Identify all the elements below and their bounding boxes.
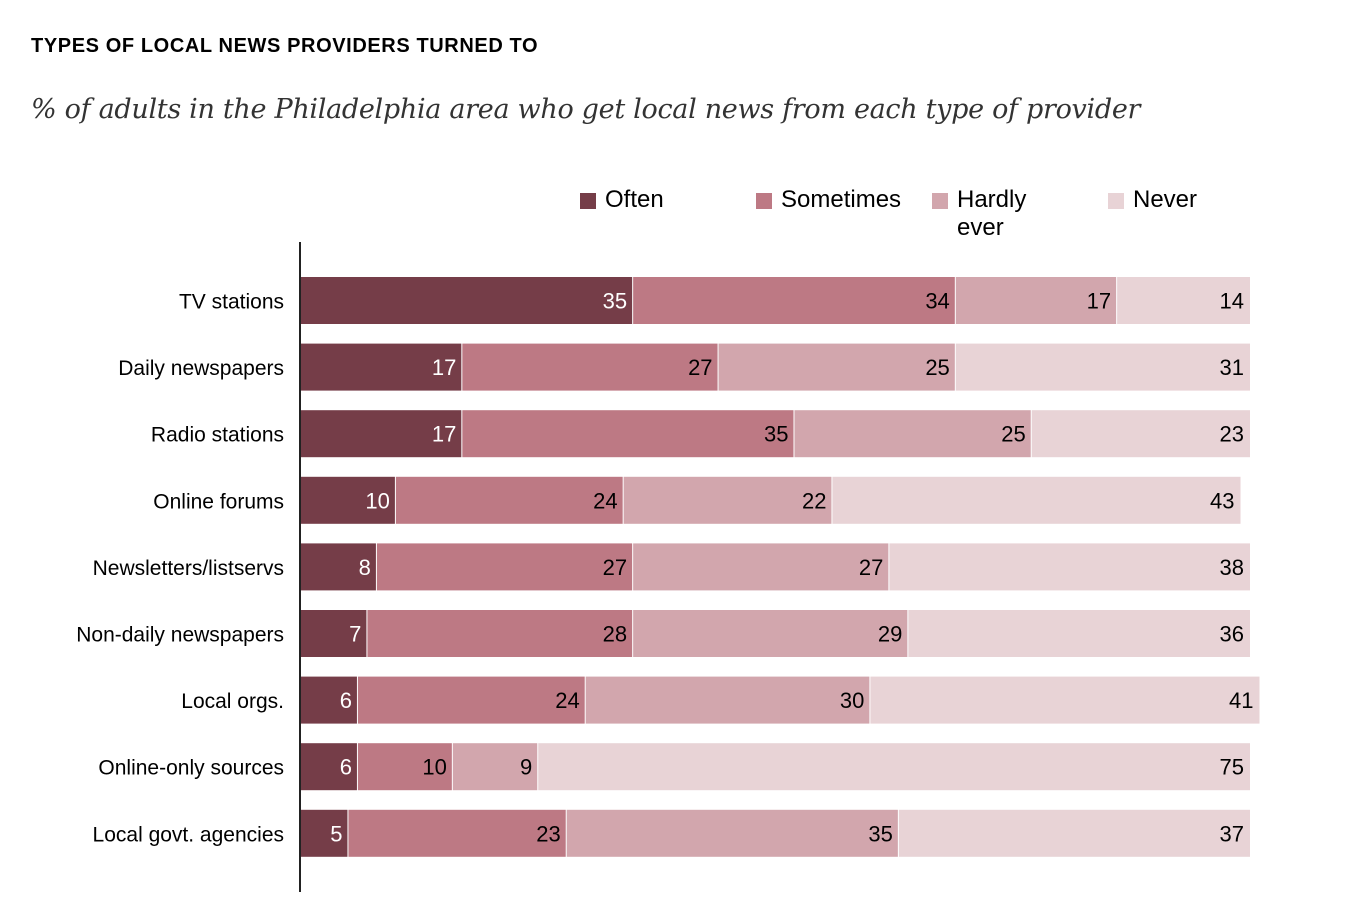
bar-online-only-sources-never bbox=[538, 743, 1250, 791]
legend-swatch-hardly-ever bbox=[932, 193, 948, 209]
bar-newsletters-listservs-never bbox=[889, 543, 1250, 591]
value-label-online-only-sources-hardly-ever: 9 bbox=[520, 755, 532, 780]
bar-local-govt-agencies-never bbox=[898, 809, 1250, 857]
bar-radio-stations-never bbox=[1031, 410, 1250, 458]
value-label-newsletters-listservs-hardly-ever: 27 bbox=[859, 555, 883, 580]
legend-swatch-never bbox=[1108, 193, 1124, 209]
value-label-local-orgs-never: 41 bbox=[1229, 688, 1253, 713]
value-label-local-orgs-hardly-ever: 30 bbox=[840, 688, 864, 713]
value-label-non-daily-newspapers-often: 7 bbox=[349, 622, 361, 647]
value-label-online-only-sources-never: 75 bbox=[1220, 755, 1244, 780]
value-label-online-forums-hardly-ever: 22 bbox=[802, 488, 826, 513]
category-label-online-forums: Online forums bbox=[153, 490, 284, 513]
bar-local-orgs-sometimes bbox=[357, 676, 585, 724]
value-label-tv-stations-hardly-ever: 17 bbox=[1087, 289, 1111, 314]
category-label-online-only-sources: Online-only sources bbox=[98, 757, 284, 780]
bar-newsletters-listservs-sometimes bbox=[376, 543, 633, 591]
bar-online-forums-sometimes bbox=[395, 476, 623, 524]
value-label-radio-stations-hardly-ever: 25 bbox=[1001, 422, 1025, 447]
bar-online-forums-never bbox=[832, 476, 1241, 524]
value-label-daily-newspapers-sometimes: 27 bbox=[688, 355, 712, 380]
value-label-newsletters-listservs-often: 8 bbox=[359, 555, 371, 580]
bar-local-orgs-never bbox=[870, 676, 1260, 724]
value-label-local-orgs-sometimes: 24 bbox=[555, 688, 579, 713]
category-labels: TV stations Daily newspapers Radio station… bbox=[76, 291, 284, 847]
value-label-non-daily-newspapers-sometimes: 28 bbox=[603, 622, 627, 647]
bar-local-govt-agencies-sometimes bbox=[348, 809, 566, 857]
value-label-local-govt-agencies-hardly-ever: 35 bbox=[868, 821, 892, 846]
bar-online-forums-hardly-ever bbox=[623, 476, 832, 524]
value-label-daily-newspapers-often: 17 bbox=[432, 355, 456, 380]
bar-local-orgs-hardly-ever bbox=[585, 676, 870, 724]
value-label-online-forums-often: 10 bbox=[365, 488, 389, 513]
bar-daily-newspapers-hardly-ever bbox=[718, 343, 955, 391]
bar-non-daily-newspapers-often bbox=[301, 610, 367, 657]
legend-label-often: Often bbox=[605, 186, 664, 213]
category-label-radio-stations: Radio stations bbox=[151, 424, 284, 447]
chart-subtitle: % of adults in the Philadelphia area who… bbox=[31, 94, 1141, 125]
value-label-local-orgs-often: 6 bbox=[340, 688, 352, 713]
bar-daily-newspapers-never bbox=[955, 343, 1250, 391]
legend-label-sometimes: Sometimes bbox=[781, 186, 902, 213]
value-label-daily-newspapers-hardly-ever: 25 bbox=[925, 355, 949, 380]
bar-radio-stations-sometimes bbox=[462, 410, 794, 458]
bar-tv-stations-often bbox=[301, 277, 633, 324]
bar-local-govt-agencies-hardly-ever bbox=[566, 809, 898, 857]
bar-local-govt-agencies-often bbox=[301, 809, 348, 857]
bar-non-daily-newspapers-hardly-ever bbox=[633, 610, 908, 657]
bar-daily-newspapers-sometimes bbox=[462, 343, 718, 391]
bar-newsletters-listservs-often bbox=[301, 543, 376, 591]
bar-local-orgs-often bbox=[301, 676, 357, 724]
bar-online-forums-often bbox=[301, 476, 395, 524]
value-label-newsletters-listservs-sometimes: 27 bbox=[603, 555, 627, 580]
category-label-newsletters-listservs: Newsletters/listservs bbox=[93, 557, 284, 580]
value-label-tv-stations-often: 35 bbox=[603, 289, 627, 314]
category-label-local-orgs: Local orgs. bbox=[181, 690, 284, 713]
value-label-online-forums-never: 43 bbox=[1210, 488, 1234, 513]
value-label-local-govt-agencies-never: 37 bbox=[1220, 821, 1244, 846]
value-label-radio-stations-often: 17 bbox=[432, 422, 456, 447]
value-label-non-daily-newspapers-hardly-ever: 29 bbox=[878, 622, 902, 647]
bars-group: 35 34 17 14 17 27 25 31 17 35 25 23 10 24 22 43 8 27 27 38 7… bbox=[301, 277, 1260, 857]
bar-radio-stations-hardly-ever bbox=[794, 410, 1031, 458]
category-label-tv-stations: TV stations bbox=[179, 291, 284, 314]
bar-tv-stations-never bbox=[1117, 277, 1250, 324]
bar-online-only-sources-sometimes bbox=[357, 743, 452, 791]
value-label-online-only-sources-often: 6 bbox=[340, 755, 352, 780]
chart-title: TYPES OF LOCAL NEWS PROVIDERS TURNED TO bbox=[31, 35, 539, 57]
value-label-non-daily-newspapers-never: 36 bbox=[1220, 622, 1244, 647]
category-label-daily-newspapers: Daily newspapers bbox=[118, 357, 284, 380]
bar-non-daily-newspapers-sometimes bbox=[367, 610, 633, 657]
category-label-non-daily-newspapers: Non-daily newspapers bbox=[76, 624, 284, 647]
value-label-daily-newspapers-never: 31 bbox=[1220, 355, 1244, 380]
bar-online-only-sources-often bbox=[301, 743, 357, 791]
value-label-tv-stations-never: 14 bbox=[1220, 289, 1244, 314]
bar-daily-newspapers-often bbox=[301, 343, 462, 391]
bar-newsletters-listservs-hardly-ever bbox=[633, 543, 889, 591]
category-label-local-govt-agencies: Local govt. agencies bbox=[93, 823, 284, 846]
bar-online-only-sources-hardly-ever bbox=[452, 743, 538, 791]
value-label-tv-stations-sometimes: 34 bbox=[925, 289, 949, 314]
bar-radio-stations-often bbox=[301, 410, 462, 458]
value-label-local-govt-agencies-often: 5 bbox=[330, 821, 342, 846]
legend-label-hardly-ever: Hardly ever bbox=[957, 186, 1027, 241]
value-label-local-govt-agencies-sometimes: 23 bbox=[536, 821, 560, 846]
bar-non-daily-newspapers-never bbox=[908, 610, 1250, 657]
value-label-online-only-sources-sometimes: 10 bbox=[422, 755, 446, 780]
legend-label-never: Never bbox=[1133, 186, 1198, 213]
value-label-radio-stations-sometimes: 35 bbox=[764, 422, 788, 447]
bar-tv-stations-sometimes bbox=[633, 277, 955, 324]
value-label-newsletters-listservs-never: 38 bbox=[1220, 555, 1244, 580]
value-label-online-forums-sometimes: 24 bbox=[593, 488, 617, 513]
legend-swatch-often bbox=[580, 193, 596, 209]
value-label-radio-stations-never: 23 bbox=[1220, 422, 1244, 447]
bar-tv-stations-hardly-ever bbox=[955, 277, 1117, 324]
legend-swatch-sometimes bbox=[756, 193, 772, 209]
